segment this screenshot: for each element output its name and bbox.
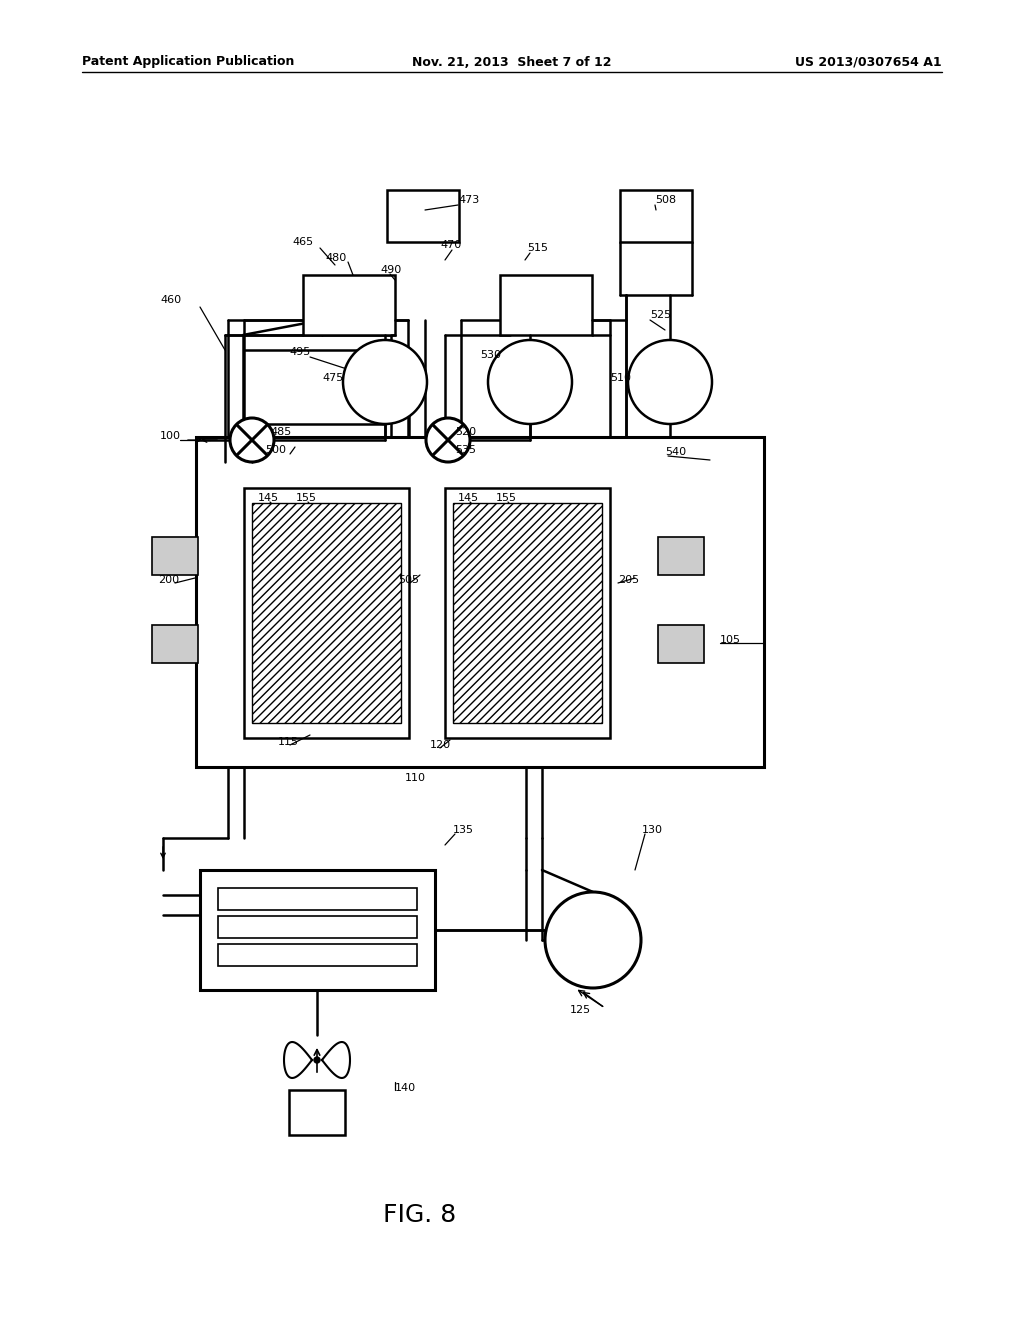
Text: 505: 505	[398, 576, 419, 585]
Bar	[152, 624, 198, 663]
Circle shape	[426, 418, 470, 462]
Bar	[453, 503, 602, 723]
Text: 470: 470	[440, 240, 461, 249]
Text: 473: 473	[458, 195, 479, 205]
Text: 510: 510	[610, 374, 631, 383]
Bar	[200, 870, 435, 990]
Bar	[303, 275, 395, 335]
Text: 140: 140	[395, 1082, 416, 1093]
Bar	[218, 944, 417, 966]
Bar	[196, 437, 764, 767]
Text: 125: 125	[570, 1005, 591, 1015]
Text: 120: 120	[430, 741, 452, 750]
Bar	[218, 916, 417, 939]
Text: FIG. 8: FIG. 8	[383, 1203, 457, 1228]
Text: 200: 200	[158, 576, 179, 585]
Bar	[244, 488, 409, 738]
Text: Nov. 21, 2013  Sheet 7 of 12: Nov. 21, 2013 Sheet 7 of 12	[413, 55, 611, 69]
Circle shape	[488, 341, 572, 424]
Text: 110: 110	[404, 774, 426, 783]
Text: 485: 485	[270, 426, 291, 437]
Text: 100: 100	[160, 432, 181, 441]
Text: 155: 155	[496, 492, 517, 503]
Text: 475: 475	[322, 374, 343, 383]
Bar	[218, 888, 417, 909]
Bar	[152, 537, 198, 576]
Text: 495: 495	[289, 347, 310, 356]
Text: 145: 145	[258, 492, 280, 503]
Bar	[658, 537, 705, 576]
Text: 508: 508	[655, 195, 676, 205]
Text: 145: 145	[458, 492, 479, 503]
Bar	[289, 1090, 345, 1135]
Text: 205: 205	[618, 576, 639, 585]
Text: 540: 540	[665, 447, 686, 457]
Circle shape	[628, 341, 712, 424]
Text: 105: 105	[720, 635, 741, 645]
Text: 525: 525	[650, 310, 671, 319]
Text: 500: 500	[265, 445, 286, 455]
Text: 115: 115	[278, 737, 299, 747]
Text: 535: 535	[455, 445, 476, 455]
Text: 465: 465	[292, 238, 313, 247]
Bar	[500, 275, 592, 335]
Text: 155: 155	[296, 492, 317, 503]
Bar	[252, 503, 401, 723]
Text: Patent Application Publication: Patent Application Publication	[82, 55, 294, 69]
Bar	[387, 190, 459, 242]
Bar	[445, 488, 610, 738]
Text: 530: 530	[480, 350, 501, 360]
Circle shape	[230, 418, 274, 462]
Text: 520: 520	[455, 426, 476, 437]
Bar	[658, 624, 705, 663]
Text: 130: 130	[642, 825, 663, 836]
Bar	[620, 190, 692, 242]
Text: 515: 515	[527, 243, 548, 253]
Circle shape	[343, 341, 427, 424]
Text: 460: 460	[160, 294, 181, 305]
Circle shape	[545, 892, 641, 987]
Circle shape	[314, 1057, 319, 1063]
Text: 135: 135	[453, 825, 474, 836]
Text: 480: 480	[325, 253, 346, 263]
Text: 490: 490	[380, 265, 401, 275]
Text: US 2013/0307654 A1: US 2013/0307654 A1	[796, 55, 942, 69]
